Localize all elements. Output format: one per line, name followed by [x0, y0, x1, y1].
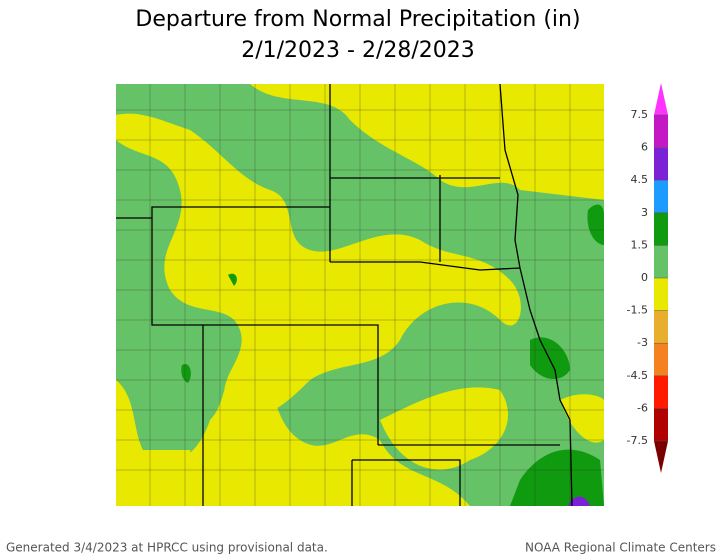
map: [116, 84, 604, 506]
colorbar-label: -1.5: [627, 304, 648, 317]
colorbar-band: [654, 278, 668, 311]
colorbar-arrow: [654, 441, 668, 473]
colorbar-band: [654, 212, 668, 246]
map-region: [116, 387, 604, 506]
colorbar-label: -6: [637, 401, 648, 414]
colorbar-label: 1.5: [631, 238, 649, 251]
colorbar-band: [654, 180, 668, 213]
colorbar-band: [654, 310, 668, 344]
footer-right: NOAA Regional Climate Centers: [525, 541, 716, 555]
county-lines: [116, 84, 604, 506]
colorbar-label: 3: [641, 206, 648, 219]
map-region: [568, 496, 590, 506]
colorbar-label: -3: [637, 336, 648, 349]
colorbar-band: [654, 408, 668, 441]
colorbar-label: 4.5: [631, 173, 649, 186]
colorbar-label: 6: [641, 141, 648, 154]
colorbar: 7.5 6 4.5 3 1.5 0 -1.5 -3 -4.5 -6 -7.5: [627, 83, 668, 473]
subtitle: 2/1/2023 - 2/28/2023: [241, 38, 475, 63]
colorbar-band: [654, 375, 668, 409]
state-borders: [116, 84, 573, 506]
colorbar-band: [654, 147, 668, 181]
colorbar-arrow: [654, 83, 668, 115]
map-region: [181, 204, 604, 506]
colorbar-label: 0: [641, 271, 648, 284]
map-region: [330, 84, 604, 163]
colorbar-band: [654, 115, 668, 148]
map-region: [116, 113, 521, 417]
colorbar-band: [654, 343, 668, 376]
title: Departure from Normal Precipitation (in): [135, 7, 580, 32]
colorbar-label: -4.5: [627, 369, 648, 382]
colorbar-label: 7.5: [631, 108, 649, 121]
colorbar-band: [654, 245, 668, 278]
colorbar-label: -7.5: [627, 434, 648, 447]
footer-left: Generated 3/4/2023 at HPRCC using provis…: [6, 541, 328, 555]
